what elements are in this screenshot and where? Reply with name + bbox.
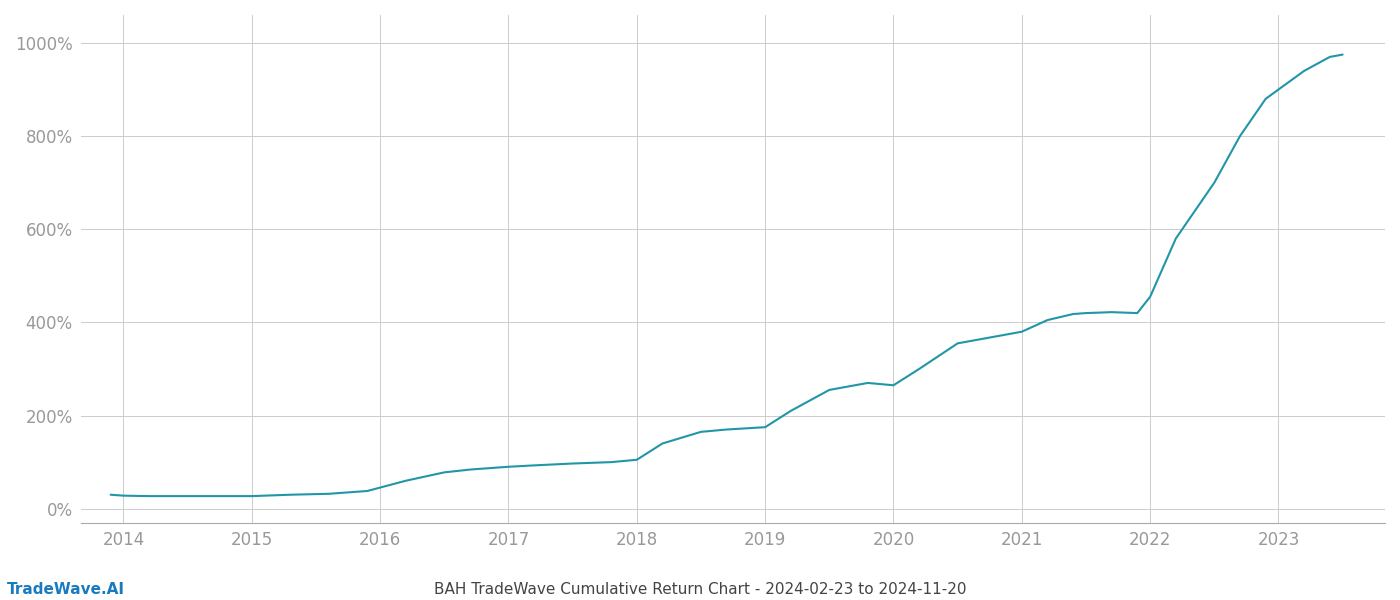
Text: TradeWave.AI: TradeWave.AI — [7, 582, 125, 597]
Text: BAH TradeWave Cumulative Return Chart - 2024-02-23 to 2024-11-20: BAH TradeWave Cumulative Return Chart - … — [434, 582, 966, 597]
